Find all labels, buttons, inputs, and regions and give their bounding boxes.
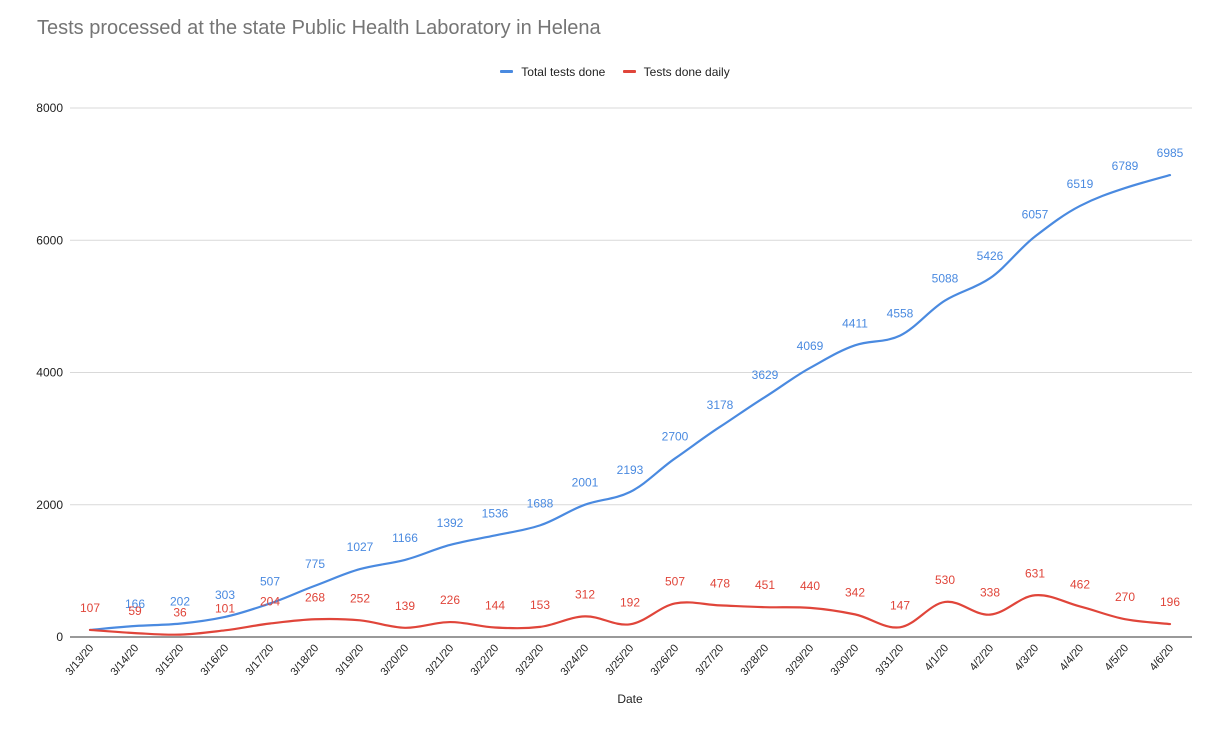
data-label: 4411	[842, 316, 868, 330]
x-axis-ticks: 3/13/20 3/14/20 3/15/20 3/16/20 3/17/20 3/18/…	[64, 642, 1177, 678]
data-label: 478	[710, 576, 730, 590]
legend-swatch-total	[500, 70, 514, 73]
data-label: 36	[173, 606, 187, 620]
data-label: 1027	[347, 540, 374, 554]
data-label: 1392	[437, 516, 464, 530]
data-label: 226	[440, 593, 460, 607]
data-label: 312	[575, 587, 595, 601]
data-label: 1536	[482, 506, 509, 520]
data-label: 59	[128, 604, 142, 618]
data-label: 5426	[977, 249, 1004, 263]
data-label: 342	[845, 585, 865, 599]
data-label: 507	[260, 574, 280, 588]
legend-swatch-daily	[622, 70, 636, 73]
data-label: 147	[890, 598, 910, 612]
data-label: 202	[170, 595, 190, 609]
data-label: 204	[260, 595, 280, 609]
legend-label-daily: Tests done daily	[643, 64, 730, 79]
data-label: 4558	[887, 307, 914, 321]
x-tick-label: 3/17/20	[244, 642, 277, 678]
data-label: 6985	[1157, 146, 1184, 160]
data-label: 5088	[932, 272, 959, 286]
data-label: 1166	[392, 531, 418, 545]
data-label: 3178	[707, 398, 734, 412]
data-labels: 166 202 303 507 775 1027 1166 1392 1536 1688 2001 2…	[80, 146, 1184, 620]
data-label: 775	[305, 557, 325, 571]
x-tick-label: 3/22/20	[469, 642, 502, 678]
data-label: 4069	[797, 339, 824, 353]
data-label: 139	[395, 599, 415, 613]
data-label: 192	[620, 595, 640, 609]
gridlines	[70, 107, 1192, 638]
y-tick-label: 8000	[36, 101, 63, 115]
data-label: 338	[980, 586, 1000, 600]
x-tick-label: 4/5/20	[1102, 642, 1131, 673]
data-label: 166	[125, 597, 145, 611]
x-tick-label: 4/6/20	[1147, 642, 1176, 673]
legend-item-daily[interactable]: Tests done daily	[622, 64, 730, 79]
x-tick-label: 3/21/20	[424, 642, 457, 678]
legend-label-total: Total tests done	[521, 64, 606, 79]
x-tick-label: 4/3/20	[1012, 642, 1041, 673]
y-tick-label: 4000	[36, 366, 63, 380]
x-tick-label: 3/24/20	[559, 642, 592, 678]
data-label: 196	[1160, 595, 1180, 609]
chart-title: Tests processed at the state Public Heal…	[37, 17, 601, 39]
data-label: 462	[1070, 577, 1090, 591]
x-tick-label: 4/2/20	[967, 642, 996, 673]
data-label: 101	[215, 601, 235, 615]
x-tick-label: 3/29/20	[784, 642, 817, 678]
y-tick-label: 6000	[36, 233, 63, 247]
data-label: 2193	[617, 463, 644, 477]
x-tick-label: 3/18/20	[289, 642, 322, 678]
y-tick-label: 0	[56, 630, 63, 644]
x-tick-label: 3/20/20	[379, 642, 412, 678]
legend: Total tests done Tests done daily	[0, 62, 1230, 79]
data-label: 2001	[572, 476, 599, 490]
data-label: 268	[305, 590, 325, 604]
data-label: 1688	[527, 496, 554, 510]
x-tick-label: 3/14/20	[109, 642, 142, 678]
x-tick-label: 3/15/20	[154, 642, 187, 678]
x-tick-label: 4/4/20	[1057, 642, 1086, 673]
x-tick-label: 3/16/20	[199, 642, 232, 678]
x-tick-label: 3/27/20	[694, 642, 727, 678]
data-label: 631	[1025, 566, 1045, 580]
y-tick-label: 2000	[36, 498, 63, 512]
data-label: 107	[80, 601, 100, 615]
legend-item-total[interactable]: Total tests done	[500, 65, 605, 79]
x-tick-label: 3/19/20	[334, 642, 367, 678]
x-axis-label: Date	[617, 692, 643, 706]
data-label: 530	[935, 573, 955, 587]
x-tick-label: 4/1/20	[922, 642, 951, 673]
data-label: 3629	[752, 368, 779, 382]
data-label: 6519	[1067, 177, 1094, 191]
data-label: 451	[755, 578, 775, 592]
data-label: 303	[215, 588, 235, 602]
data-label: 270	[1115, 590, 1135, 604]
data-label: 153	[530, 598, 550, 612]
series-line-total	[88, 174, 1172, 632]
x-tick-label: 3/28/20	[739, 642, 772, 678]
data-label: 144	[485, 598, 505, 612]
y-axis-ticks: 0 2000 4000 6000 8000	[36, 101, 63, 644]
x-tick-label: 3/31/20	[874, 642, 907, 678]
data-label: 2700	[662, 429, 689, 443]
x-tick-label: 3/23/20	[514, 642, 547, 678]
x-tick-label: 3/30/20	[829, 642, 862, 678]
x-tick-label: 3/25/20	[604, 642, 637, 678]
data-label: 507	[665, 574, 685, 588]
x-tick-label: 3/26/20	[649, 642, 682, 678]
data-label: 252	[350, 591, 370, 605]
data-label: 6789	[1112, 159, 1139, 173]
series-lines	[88, 174, 1172, 636]
data-label: 440	[800, 579, 820, 593]
data-label: 6057	[1022, 207, 1049, 221]
x-tick-label: 3/13/20	[64, 642, 97, 678]
